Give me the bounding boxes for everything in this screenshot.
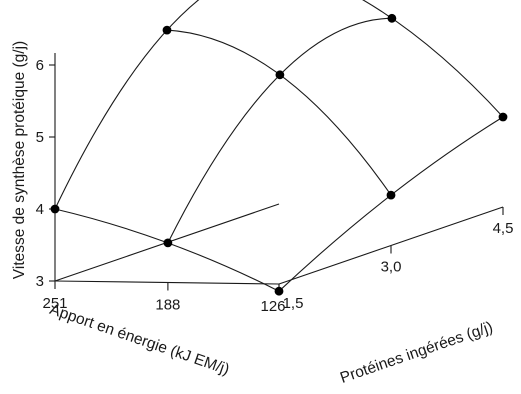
energy-tick-label: 126 — [260, 298, 285, 315]
protein-tick-label: 3,0 — [381, 259, 402, 276]
z-tick-label: 5 — [36, 129, 44, 146]
data-point — [387, 13, 397, 23]
data-point — [498, 112, 508, 122]
x-axis-label: Apport en énergie (kJ EM/j) — [48, 301, 232, 378]
axes — [49, 53, 504, 292]
energy-tick-label: 251 — [42, 295, 67, 312]
data-point — [50, 204, 60, 214]
energy-axis-line — [54, 280, 280, 285]
data-point — [162, 25, 172, 35]
energy-tick-label: 188 — [155, 297, 180, 314]
y-axis-label: Protéines ingérées (g/j) — [338, 319, 495, 387]
data-point — [386, 190, 396, 200]
surface-curve-energy — [167, 17, 392, 244]
z-tick-label: 6 — [36, 57, 44, 74]
surface-curves — [54, 0, 504, 292]
surface-curve-protein — [166, 29, 392, 196]
z-axis-label: Vitesse de synthèse protéique (g/j) — [11, 41, 28, 279]
data-point — [163, 238, 173, 248]
data-points — [50, 13, 508, 296]
z-tick-label: 3 — [36, 273, 44, 290]
data-point — [274, 286, 284, 296]
protein-tick-label: 1,5 — [283, 295, 304, 312]
z-tick-label: 4 — [36, 201, 44, 218]
surface-curve-protein — [54, 208, 280, 292]
protein-tick-label: 4,5 — [493, 220, 514, 237]
data-point — [275, 70, 285, 80]
